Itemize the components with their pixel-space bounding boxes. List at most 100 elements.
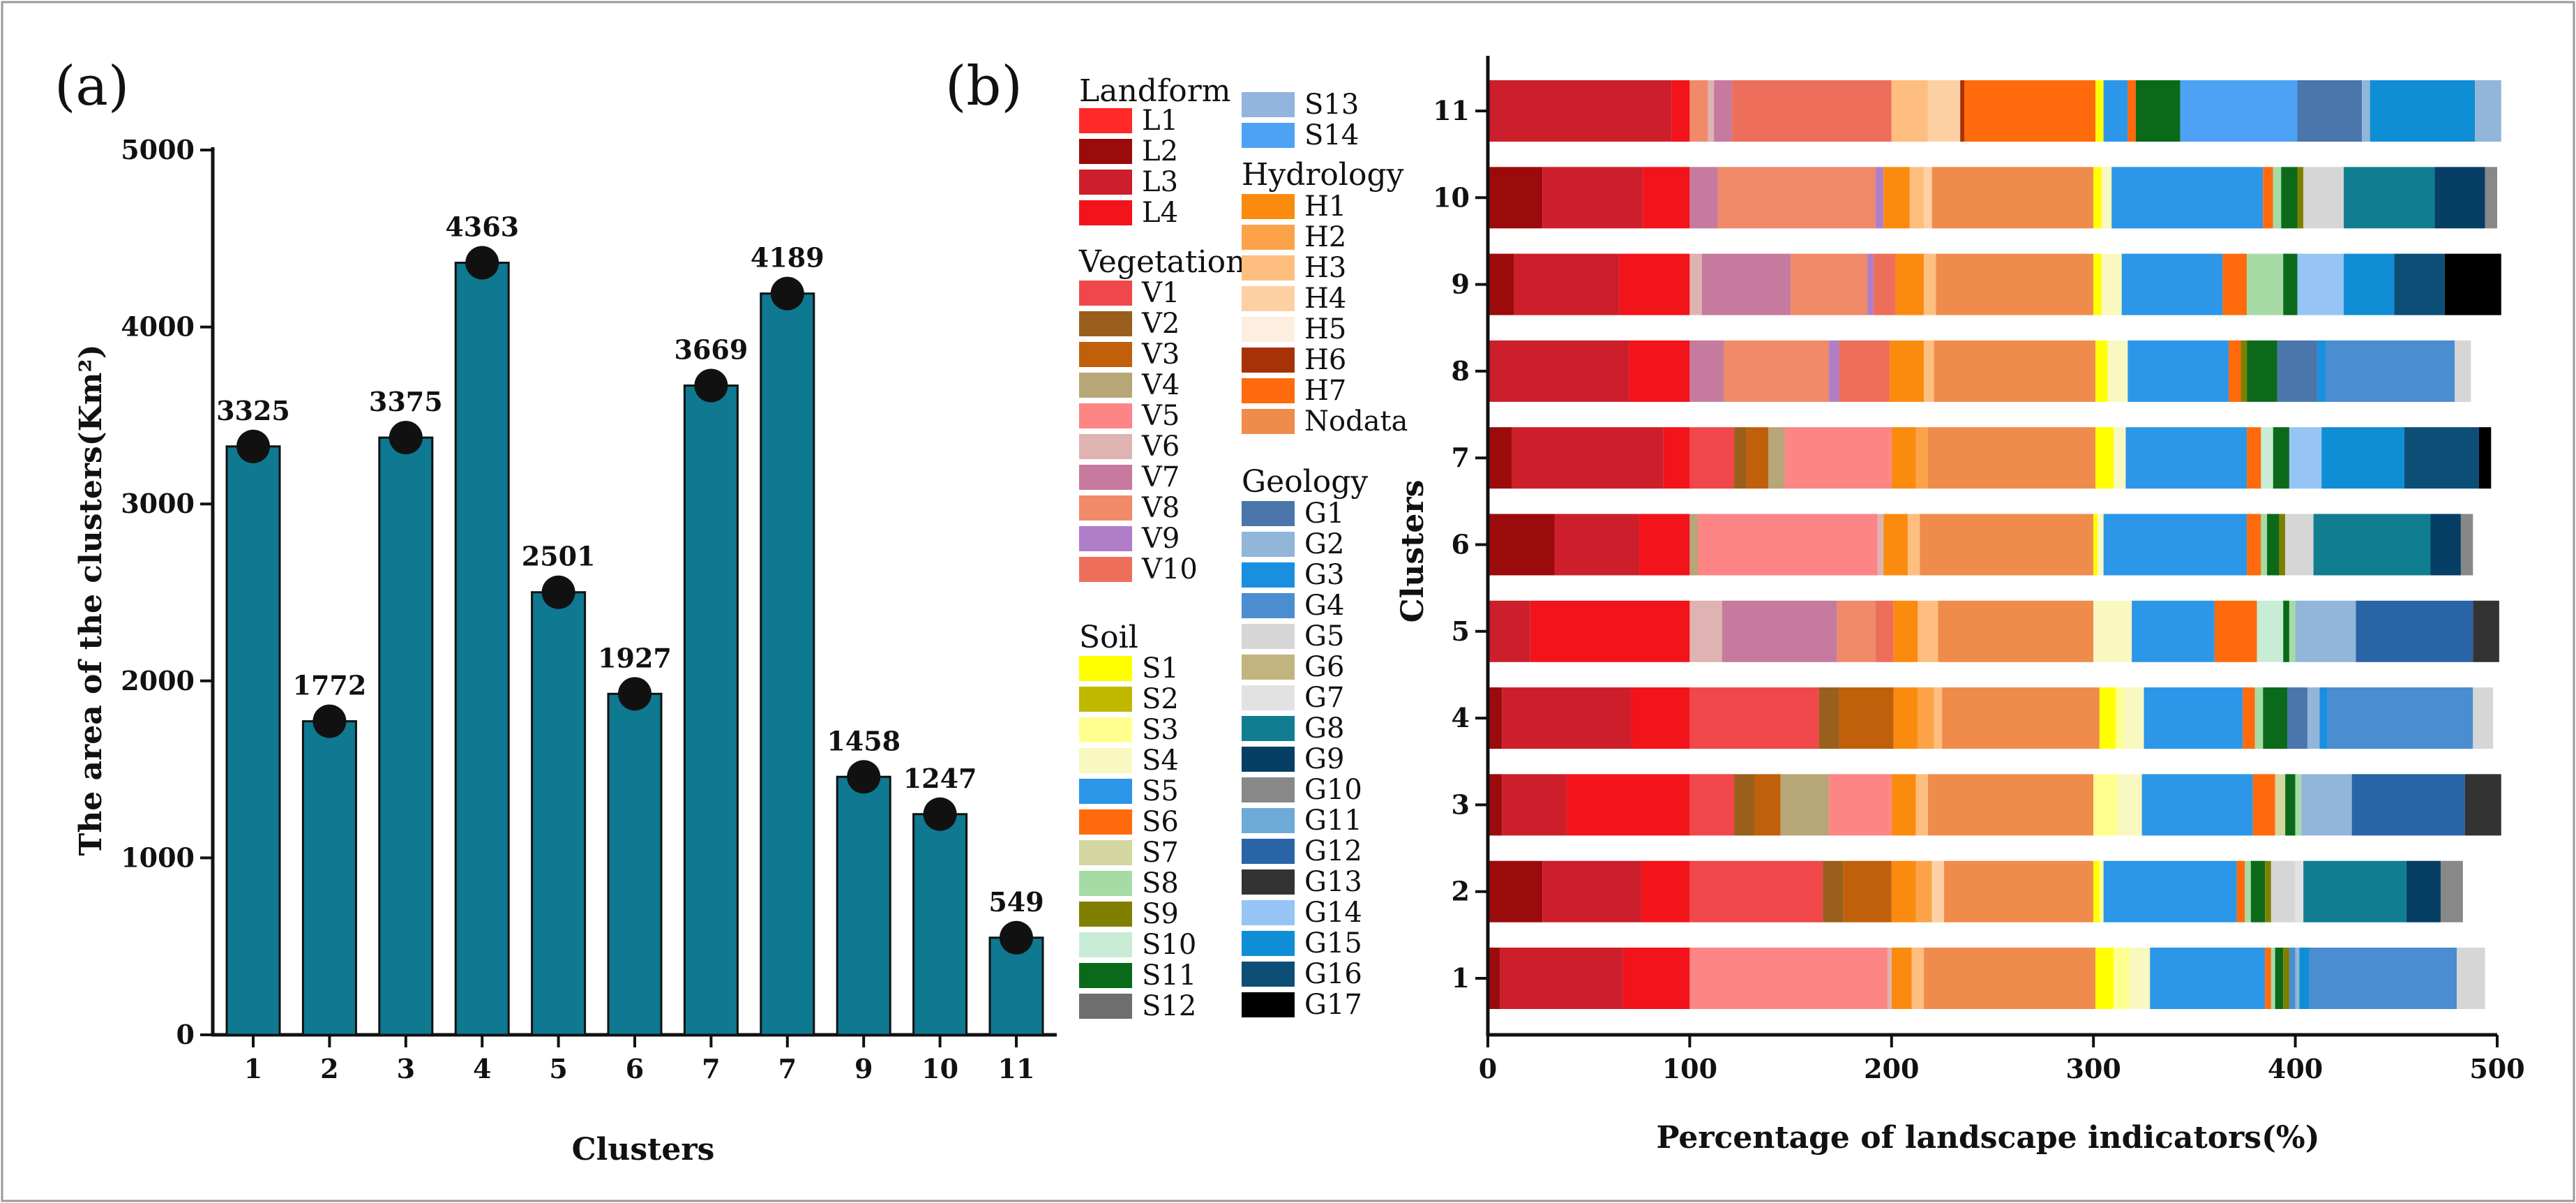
b-segment [2370, 80, 2476, 142]
b-segment [1488, 253, 1514, 315]
b-segment [1622, 948, 1690, 1009]
legend-item: V7 [1079, 461, 1180, 493]
legend-item: G9 [1242, 743, 1344, 775]
legend-swatch [1242, 348, 1295, 373]
legend-item: H5 [1242, 313, 1346, 345]
b-segment [1889, 340, 1925, 402]
legend-swatch [1079, 840, 1132, 865]
legend-label: V2 [1141, 308, 1180, 340]
legend-label: H4 [1304, 283, 1346, 315]
b-segment [2103, 860, 2237, 922]
b-segment [1843, 860, 1892, 922]
b-x-tick-label: 100 [1662, 1053, 1717, 1084]
legend-swatch [1079, 495, 1132, 521]
b-segment [2123, 687, 2144, 749]
legend-swatch [1242, 317, 1295, 342]
legend-item: S8 [1079, 867, 1179, 899]
b-stack-row [1488, 514, 2473, 576]
chart-a-ylabel: The area of the clusters(Km²) [73, 344, 109, 855]
legend-label: G3 [1304, 559, 1344, 591]
legend-label: H7 [1304, 375, 1346, 407]
a-x-tick-label: 10 [921, 1053, 958, 1084]
legend-item: H7 [1242, 375, 1346, 407]
legend-label: G10 [1304, 774, 1362, 806]
chart-a: 0 1000 2000 3000 4000 5000 1 2 3 4 5 6 7 7 9 10 11 3325 1… [73, 134, 1057, 1167]
legend-item: G5 [1242, 620, 1344, 652]
legend-label: G2 [1304, 528, 1344, 560]
b-segment [1488, 774, 1502, 836]
legend-swatch [1242, 624, 1295, 649]
panel-b-label: (b) [945, 55, 1023, 118]
b-y-tick-label: 4 [1452, 702, 1470, 733]
legend-item: G15 [1242, 927, 1362, 959]
legend-label: S10 [1142, 929, 1196, 961]
b-segment [1488, 340, 1629, 402]
chart-a-data-labels: 3325 1772 3375 4363 2501 1927 3669 4189 14581247… [216, 211, 1044, 918]
legend-swatch [1079, 434, 1132, 459]
a-x-tick-label: 7 [702, 1053, 720, 1084]
legend-swatch [1242, 869, 1295, 895]
b-segment [1924, 948, 2096, 1009]
legend-swatch [1242, 255, 1295, 281]
a-bar [378, 436, 434, 1036]
legend-label: S9 [1142, 898, 1179, 930]
a-data-label: 3375 [369, 386, 443, 417]
legend-item: V4 [1079, 369, 1180, 401]
legend-label: L3 [1142, 166, 1178, 198]
b-segment [1746, 427, 1769, 489]
b-segment [2127, 340, 2229, 402]
a-data-label: 3325 [216, 395, 290, 426]
b-segment [1488, 860, 1543, 922]
b-segment [2285, 774, 2296, 836]
a-bar [301, 720, 357, 1036]
b-segment [2404, 427, 2479, 489]
b-segment [2326, 340, 2455, 402]
a-marker [465, 246, 499, 280]
b-segment [1875, 600, 1894, 662]
a-data-label: 1772 [293, 670, 367, 701]
b-segment [1823, 860, 1844, 922]
b-segment [1893, 687, 1918, 749]
b-segment [1927, 80, 1961, 142]
b-stack-row [1488, 687, 2494, 749]
b-segment [2285, 514, 2314, 576]
a-marker [770, 276, 804, 311]
b-segment [1891, 860, 1916, 922]
legend-item: V1 [1079, 277, 1180, 309]
legend-item: G17 [1242, 989, 1362, 1021]
legend-swatch [1079, 526, 1132, 551]
b-segment [1734, 774, 1755, 836]
b-segment [2257, 600, 2284, 662]
b-segment [1891, 427, 1916, 489]
b-segment [1920, 514, 2094, 576]
b-segment [2362, 80, 2370, 142]
b-segment [2275, 774, 2286, 836]
a-marker [923, 797, 957, 831]
b-segment [2263, 687, 2288, 749]
b-segment [2299, 948, 2310, 1009]
legend-group-title: Vegetation [1078, 244, 1245, 280]
b-segment [1641, 860, 1690, 922]
b-segment [2093, 167, 2102, 229]
b-segment [1909, 167, 1925, 229]
b-y-tick-label: 3 [1452, 789, 1470, 820]
b-segment [1927, 427, 2096, 489]
legend-label: V1 [1141, 277, 1180, 309]
legend-swatch [1242, 962, 1295, 987]
b-segment [2130, 948, 2151, 1009]
legend-swatch [1079, 108, 1132, 133]
a-bar [683, 384, 739, 1036]
b-segment [1629, 340, 1690, 402]
legend-item: H3 [1242, 252, 1346, 284]
b-segment [2125, 427, 2247, 489]
b-segment [1722, 600, 1837, 662]
panel-a-label: (a) [54, 55, 129, 118]
b-segment [2117, 774, 2142, 836]
b-segment [2473, 600, 2499, 662]
a-bar [531, 591, 587, 1036]
legend-swatch [1079, 871, 1132, 896]
a-bar [912, 813, 968, 1036]
b-segment [1734, 427, 1747, 489]
